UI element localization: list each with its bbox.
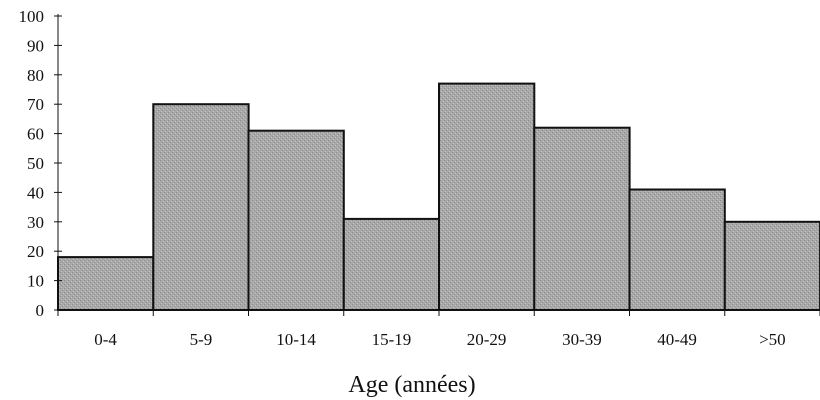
- x-tick-label: 20-29: [467, 330, 507, 349]
- y-tick-label: 70: [27, 95, 44, 114]
- y-tick-label: 90: [27, 36, 44, 55]
- x-axis-title: Age (années): [348, 372, 475, 398]
- y-tick-label: 60: [27, 125, 44, 144]
- x-tick-label: 5-9: [190, 330, 213, 349]
- labels-group: 0 10 20 30 40 50 60 70 80 90 100 0-4 5-9 10-14 15-19 20…: [19, 7, 786, 349]
- bar-15-19: [342, 217, 441, 311]
- y-tick-label: 80: [27, 66, 44, 85]
- y-tick-label: 0: [36, 301, 45, 320]
- y-tick-label: 50: [27, 154, 44, 173]
- x-tick-label: 30-39: [562, 330, 602, 349]
- x-tick-label: 10-14: [276, 330, 316, 349]
- x-tick-label: 15-19: [372, 330, 412, 349]
- bars-group: [57, 82, 820, 312]
- axes-group: [54, 14, 820, 316]
- y-tick-label: 30: [27, 213, 44, 232]
- x-tick-label: 40-49: [657, 330, 697, 349]
- bar-20-29: [438, 82, 536, 311]
- y-tick-label: 40: [27, 183, 44, 202]
- bar-10-14: [247, 129, 345, 311]
- x-tick-label: >50: [759, 330, 786, 349]
- y-tick-label: 20: [27, 242, 44, 261]
- x-tick-label: 0-4: [94, 330, 117, 349]
- y-tick-label: 100: [19, 7, 45, 26]
- bar-30-39: [533, 126, 631, 311]
- bar-40-49: [628, 188, 726, 311]
- bar-0-4: [57, 256, 155, 312]
- y-tick-label: 10: [27, 272, 44, 291]
- bar-5-9: [152, 103, 250, 311]
- bar->50: [723, 220, 820, 311]
